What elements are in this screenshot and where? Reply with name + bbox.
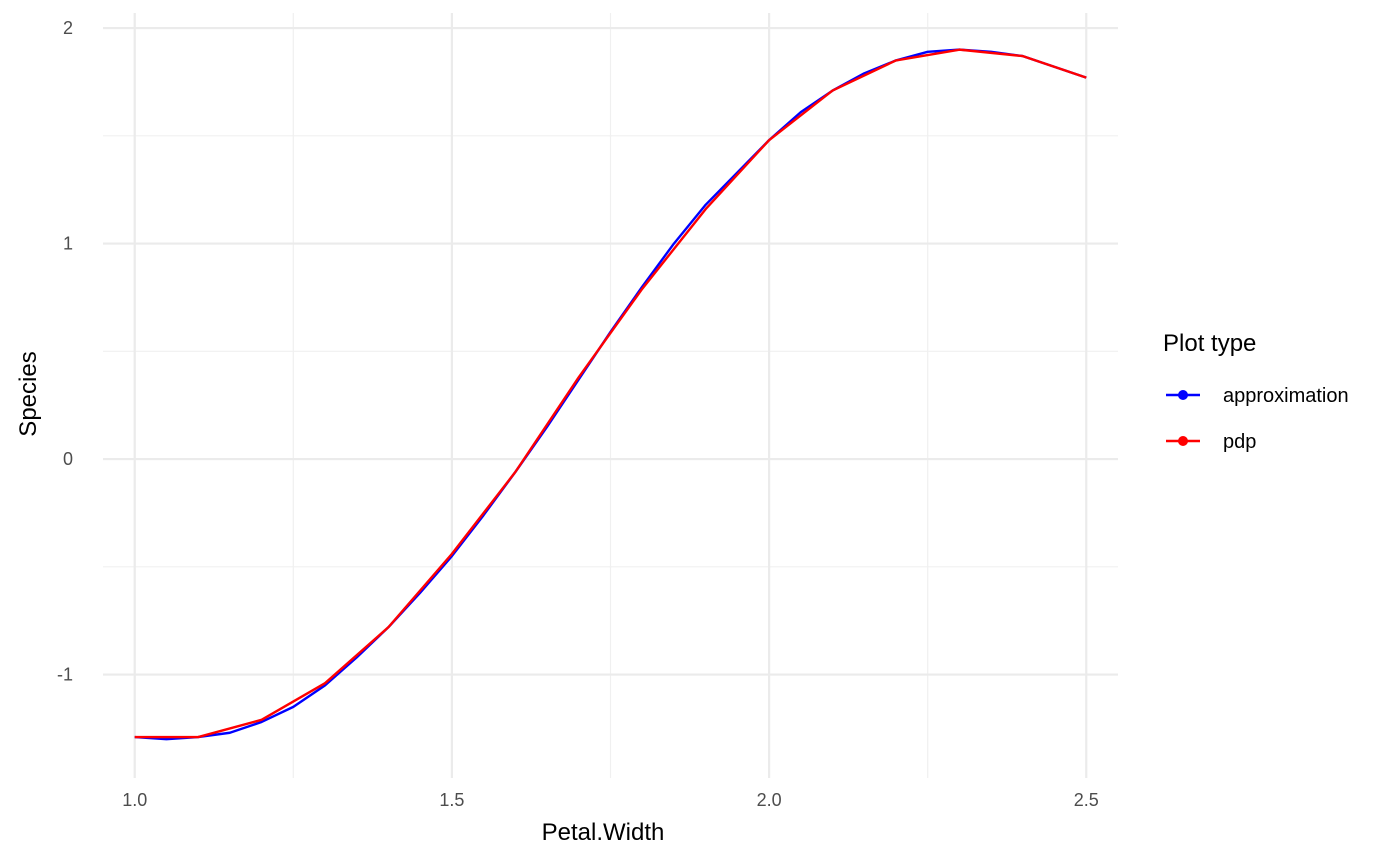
x-tick-label: 2.5 xyxy=(1074,790,1099,810)
y-axis-ticks: -1 0 1 2 xyxy=(57,18,73,684)
x-axis-title: Petal.Width xyxy=(542,819,665,846)
x-tick-label: 1.5 xyxy=(439,790,464,810)
y-axis-title: Species xyxy=(15,351,42,436)
y-tick-label: 0 xyxy=(63,449,73,469)
legend-item-approximation: approximation xyxy=(1166,385,1349,407)
y-tick-label: 1 xyxy=(63,234,73,254)
legend-key-point xyxy=(1178,390,1188,400)
series-lines xyxy=(134,48,1087,741)
major-gridlines xyxy=(103,13,1118,778)
minor-gridlines xyxy=(103,13,1118,778)
y-tick-label: -1 xyxy=(57,665,73,685)
y-tick-label: 2 xyxy=(63,18,73,38)
legend: Plot type approximation pdp xyxy=(1163,330,1349,453)
series-line-pdp xyxy=(134,48,1087,739)
x-tick-label: 1.0 xyxy=(122,790,147,810)
legend-label: approximation xyxy=(1223,385,1349,407)
legend-items: approximation pdp xyxy=(1166,385,1349,453)
x-tick-label: 2.0 xyxy=(757,790,782,810)
legend-key-point xyxy=(1178,436,1188,446)
legend-title: Plot type xyxy=(1163,330,1256,357)
legend-label: pdp xyxy=(1223,431,1256,453)
legend-item-pdp: pdp xyxy=(1166,431,1256,453)
x-axis-ticks: 1.0 1.5 2.0 2.5 xyxy=(122,790,1099,810)
